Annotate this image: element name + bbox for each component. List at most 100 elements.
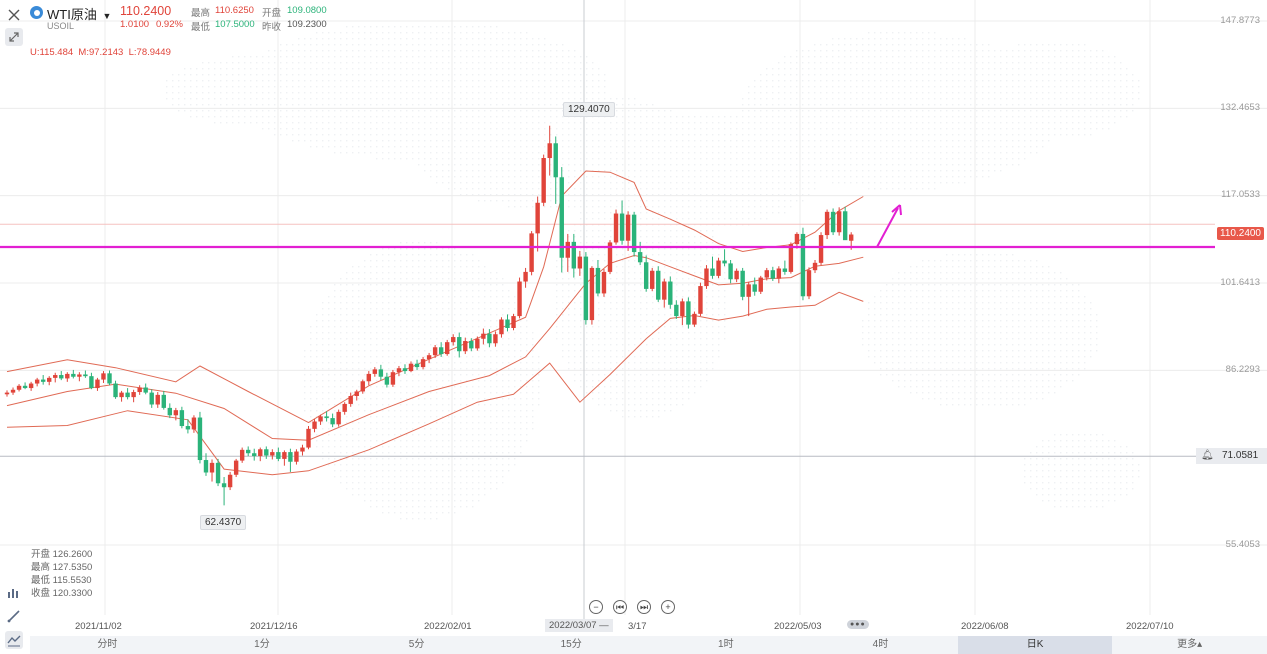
candle-body [631,214,637,253]
expand-icon[interactable] [5,28,23,46]
candle-body [143,387,148,393]
symbol-selector[interactable]: WTI原油 ▼ [47,4,111,23]
candle-body [149,392,154,405]
candle-body [209,462,215,473]
zoom-out-icon[interactable]: − [589,600,603,614]
candle-body [529,233,534,272]
x-tick: 2021/12/16 [250,621,298,632]
price-chart[interactable] [0,0,1267,620]
bar-open: 开盘 126.2600 [31,549,93,560]
candle-body [438,347,444,355]
candle-body [637,252,643,263]
draw-line-icon[interactable] [5,607,23,625]
chart-type-icon[interactable] [5,631,23,649]
timeframe-tab[interactable]: 15分 [560,639,582,650]
candle-body [276,452,281,459]
candle-body [788,244,794,272]
candle-body [203,460,209,473]
candle-body [360,381,365,392]
candle-body [704,268,709,287]
candle-body [384,376,390,385]
candle-body [511,316,516,328]
timeframe-tab[interactable]: 1分 [254,639,270,650]
prev-close-value: 109.2300 [287,19,327,30]
candle-body [818,235,824,263]
candle-body [770,270,776,279]
candle-body [16,385,22,390]
candle-body [710,268,715,276]
candle-body [179,410,185,427]
candle-body [764,270,769,278]
candle-body [113,383,118,398]
candle-body [185,426,191,430]
crosshair-date: 2022/03/07 — [545,619,613,632]
candle-body [83,374,88,377]
candle-body [294,451,299,462]
jump-start-icon[interactable]: ⏮ [613,600,627,614]
zoom-in-icon[interactable]: + [661,600,675,614]
candle-body [475,338,480,349]
timeframe-tab[interactable]: 4时 [872,639,889,650]
candle-body [794,233,800,245]
candle-body [318,416,323,422]
timeframe-tab[interactable]: 日K [957,636,1113,654]
boll-bands [6,170,864,476]
current-price-tag: 110.2400 [1217,227,1264,240]
candle-body [167,407,173,416]
candle-body [300,447,305,452]
last-price: 110.2400 [120,4,172,18]
candle-body [565,241,570,258]
y-tick: 147.8773 [1220,15,1260,26]
candle-body [613,213,619,243]
boll-middle: M:97.2143 [78,47,124,58]
candle-body [426,355,432,360]
boll-upper-line [6,170,864,424]
candle-body [125,392,130,398]
symbol-code: USOIL [47,21,75,31]
timeframe-tab[interactable]: 分时 [97,639,118,650]
candle-body [89,376,94,389]
open-value: 109.0800 [287,5,327,16]
candle-body [842,211,848,241]
candle-body [577,256,583,269]
timeframe-tab[interactable]: 1时 [718,639,734,650]
candle-body [595,267,601,294]
more-dots-icon[interactable]: ●●● [847,620,869,629]
candle-body [698,286,703,314]
candle-body [469,341,474,349]
indicator-icon[interactable] [5,584,23,602]
candle-body [619,213,625,241]
timeframe-tab[interactable]: 5分 [408,639,425,650]
candle-body [191,417,197,430]
candle-body [824,211,830,236]
jump-end-icon[interactable]: ⏭ [637,600,651,614]
more-timeframes-button[interactable]: 更多▴ [1177,639,1203,650]
candle-body [28,383,34,389]
candle-body [444,342,450,355]
bell-icon: 🔔︎ [1201,450,1214,461]
candle-body [342,403,347,412]
candle-body [559,177,564,258]
low-value: 107.5000 [215,19,255,30]
max-price-label: 129.4070 [563,102,615,117]
candle-body [288,452,293,462]
candle-body [282,452,287,459]
alert-line-tag[interactable]: 🔔︎ 71.0581 [1196,448,1267,464]
candle-body [493,334,498,344]
candle-body [378,369,384,377]
boll-indicator-values: U:115.484 M:97.2143 L:78.9449 [30,47,171,58]
candle-body [451,337,456,343]
prev-close-label: 昨收 [262,22,282,33]
candle-body [354,391,359,396]
candle-body [782,268,788,272]
close-icon[interactable] [5,6,23,24]
candle-body [131,392,136,398]
candle-body [668,281,673,305]
candle-body [734,270,739,280]
price-change: 1.0100 [120,19,150,30]
y-tick: 117.0533 [1221,189,1260,200]
candle-body [47,377,52,382]
candle-body [390,372,396,385]
boll-lower: L:78.9449 [128,47,171,58]
bar-high: 最高 127.5350 [31,562,93,573]
